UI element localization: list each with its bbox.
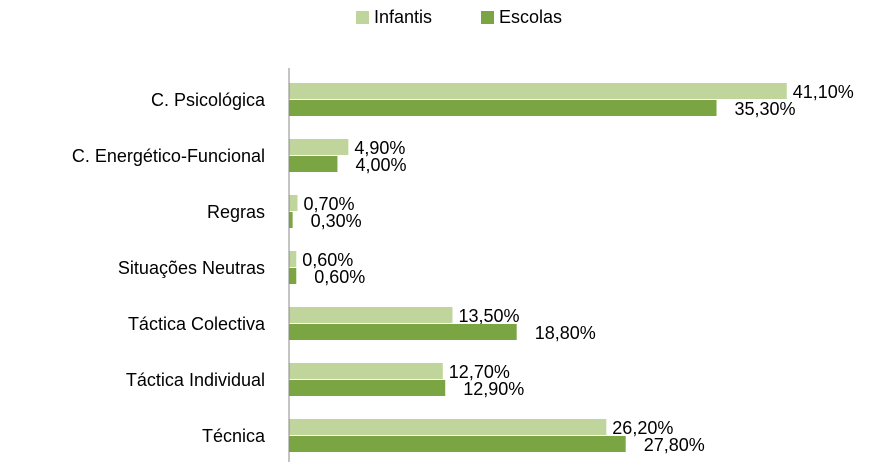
y-tick-label: C. Energético-Funcional <box>72 146 265 166</box>
y-tick-label: Técnica <box>202 426 266 446</box>
data-label: 12,90% <box>463 379 524 399</box>
data-label: 26,20% <box>612 418 673 438</box>
data-label: 12,70% <box>449 362 510 382</box>
bar <box>289 380 446 396</box>
bar <box>289 419 607 435</box>
data-label: 13,50% <box>459 306 520 326</box>
bar <box>289 436 626 452</box>
bar <box>289 83 787 99</box>
data-label: 0,30% <box>311 211 362 231</box>
y-tick-label: Regras <box>207 202 265 222</box>
bar <box>289 100 717 116</box>
bar <box>289 363 443 379</box>
legend-label: Infantis <box>374 7 432 27</box>
legend-label: Escolas <box>499 7 562 27</box>
y-tick-label: C. Psicológica <box>151 90 266 110</box>
bar <box>289 268 297 284</box>
legend-swatch <box>481 11 494 24</box>
data-label: 4,00% <box>355 155 406 175</box>
legend-swatch <box>356 11 369 24</box>
data-label: 0,60% <box>302 250 353 270</box>
data-label: 0,70% <box>303 194 354 214</box>
data-label: 0,60% <box>314 267 365 287</box>
bar <box>289 156 338 172</box>
bar <box>289 212 293 228</box>
bar <box>289 139 349 155</box>
data-label: 18,80% <box>535 323 596 343</box>
data-label: 41,10% <box>793 82 854 102</box>
bar <box>289 324 517 340</box>
data-label: 35,30% <box>735 99 796 119</box>
data-label: 4,90% <box>354 138 405 158</box>
y-tick-label: Táctica Individual <box>126 370 265 390</box>
bar <box>289 195 298 211</box>
y-tick-label: Situações Neutras <box>118 258 265 278</box>
bar <box>289 251 297 267</box>
data-label: 27,80% <box>644 435 705 455</box>
bar <box>289 307 453 323</box>
y-tick-label: Táctica Colectiva <box>128 314 266 334</box>
